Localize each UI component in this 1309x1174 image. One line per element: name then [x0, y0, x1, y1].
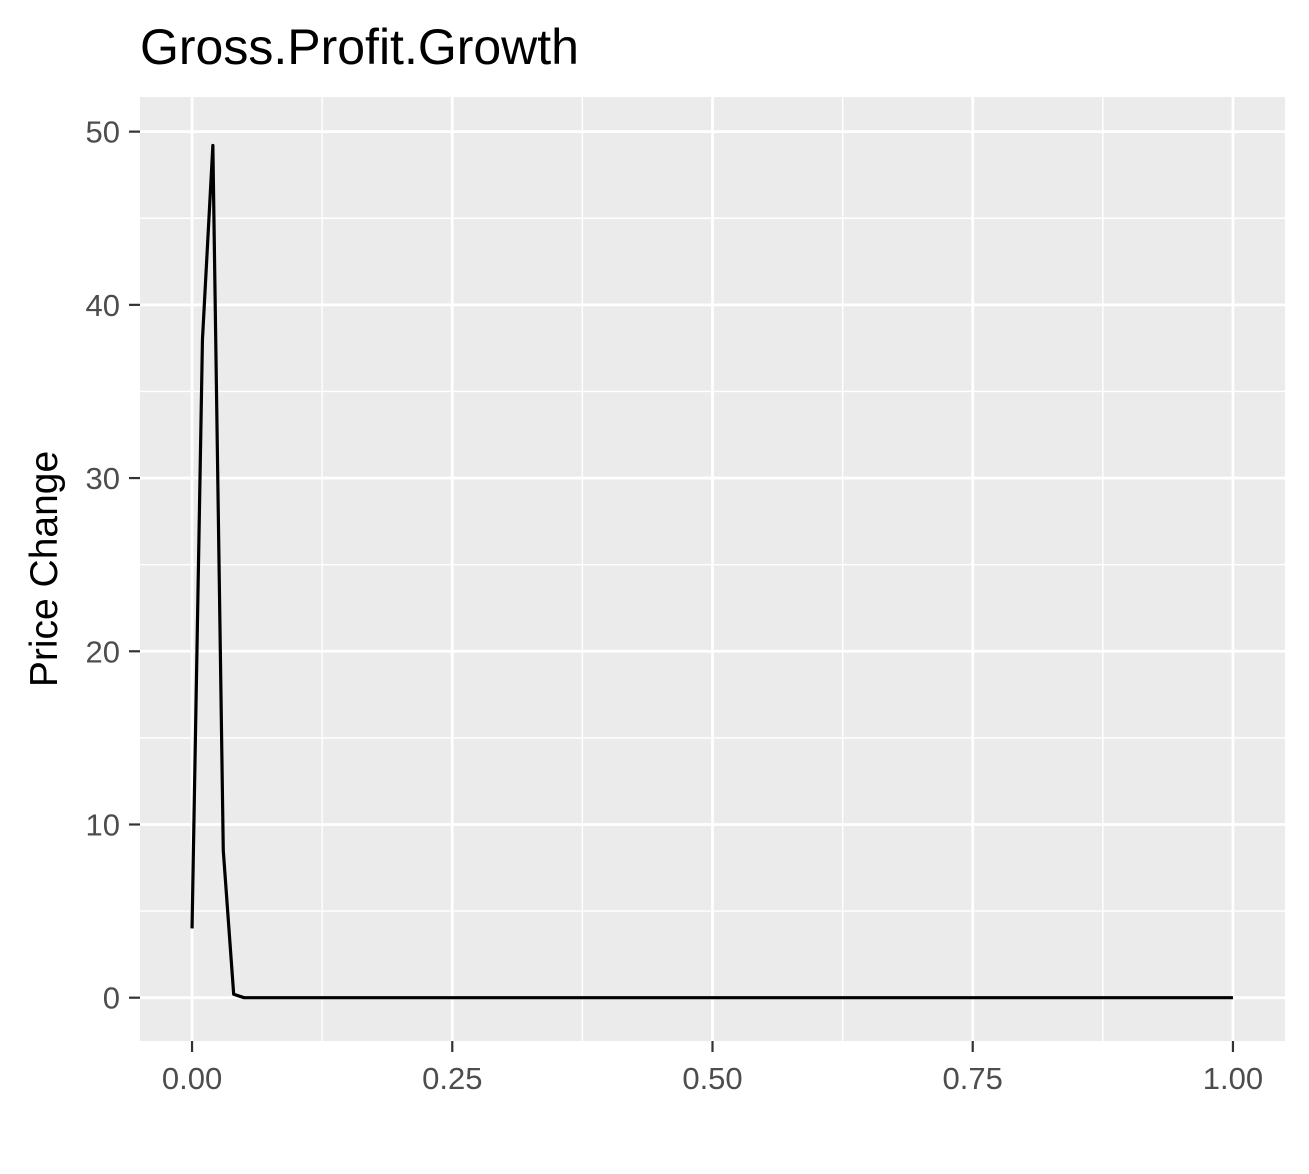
y-tick-label: 30 [86, 461, 120, 496]
series-line-0 [190, 143, 1233, 1000]
y-axis-title: Price Change [23, 451, 66, 687]
y-tick-label: 0 [103, 981, 120, 1016]
x-tick-label: 0.25 [422, 1061, 482, 1096]
y-tick-label: 20 [86, 634, 120, 669]
x-tick-label: 0.50 [682, 1061, 742, 1096]
y-tick-label: 50 [86, 115, 120, 150]
y-axis: 0 10 20 30 40 50 [86, 115, 140, 1016]
x-tick-label: 0.75 [943, 1061, 1003, 1096]
series-layer [190, 143, 1233, 1000]
chart-title: Gross.Profit.Growth [140, 19, 579, 75]
x-tick-label: 0.00 [162, 1061, 222, 1096]
x-axis: 0.00 0.25 0.50 0.75 1.00 [162, 1041, 1263, 1096]
y-tick-label: 10 [86, 807, 120, 842]
y-tick-label: 40 [86, 288, 120, 323]
x-tick-label: 1.00 [1203, 1061, 1263, 1096]
